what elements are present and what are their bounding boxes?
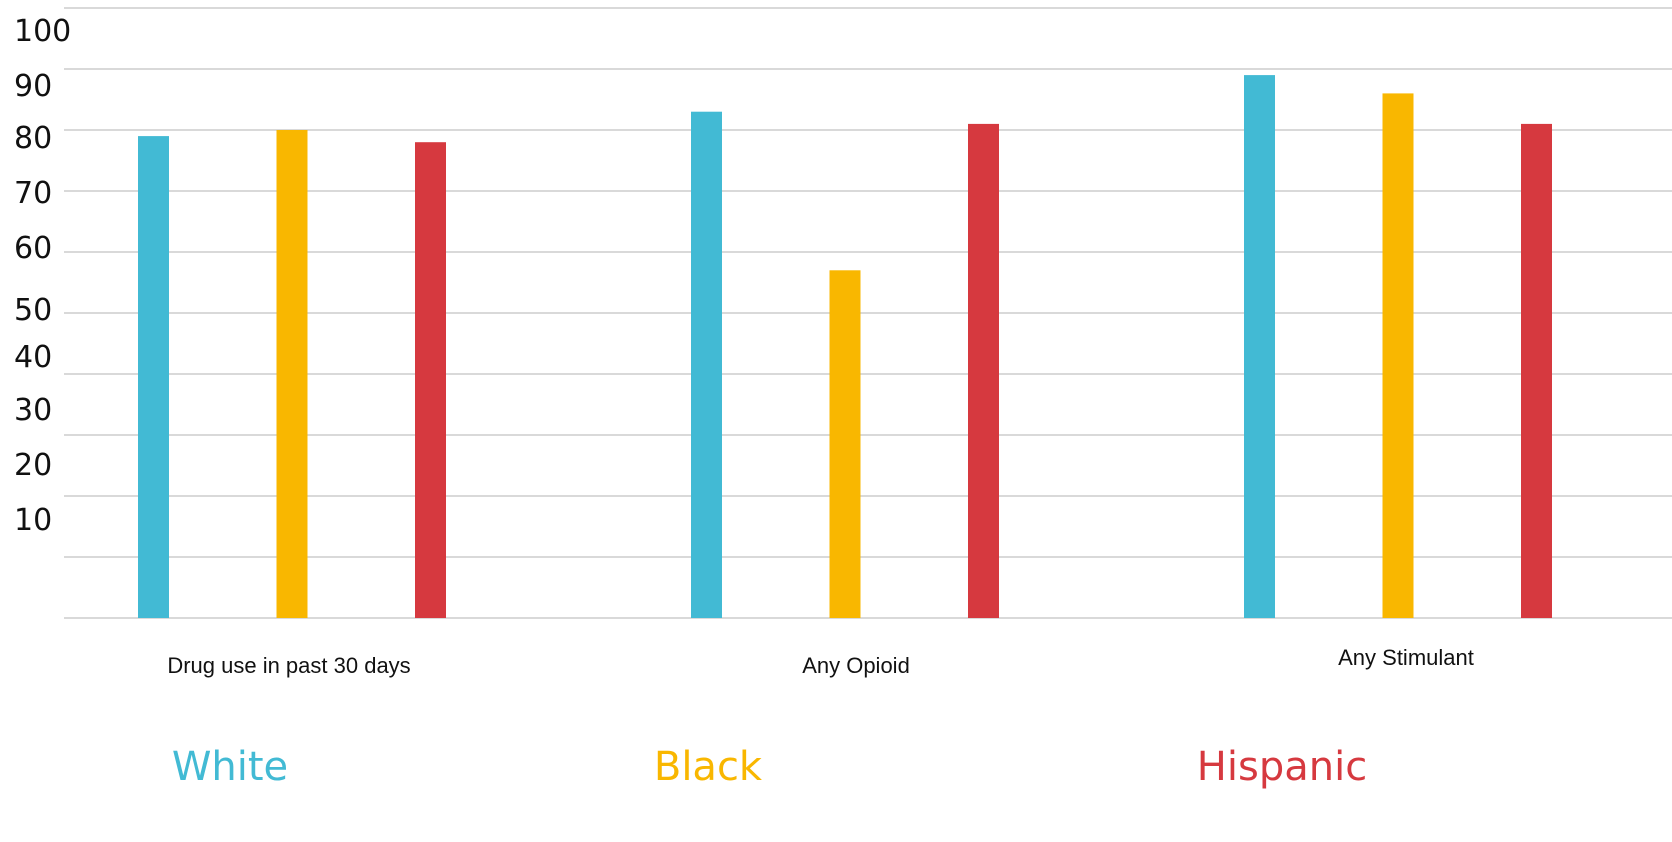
y-tick-label: 10 — [14, 503, 52, 538]
y-tick-label: 40 — [14, 340, 52, 375]
y-tick-label: 80 — [14, 121, 52, 156]
x-axis-ticks: Drug use in past 30 days Any Opioid Any St… — [167, 645, 1474, 678]
y-tick-label: 60 — [14, 231, 52, 266]
bar-black-1 — [276, 130, 308, 618]
x-tick-label: Any Opioid — [802, 653, 910, 678]
legend-item-black: Black — [654, 744, 763, 790]
bar-hispanic-1 — [415, 142, 446, 618]
y-tick-label: 30 — [14, 393, 52, 428]
y-tick-label: 90 — [14, 69, 52, 104]
y-tick-label: 50 — [14, 293, 52, 328]
legend-item-white: White — [172, 744, 288, 790]
y-tick-label: 100 — [14, 14, 71, 49]
bar-white-2 — [691, 111, 722, 618]
bar-white-1 — [138, 136, 169, 618]
y-tick-label: 70 — [14, 176, 52, 211]
legend: White Black Hispanic — [172, 744, 1367, 790]
x-tick-label: Any Stimulant — [1338, 645, 1474, 670]
legend-item-hispanic: Hispanic — [1197, 744, 1367, 790]
y-axis-ticks: 10 20 30 40 50 60 70 80 90 100 — [14, 14, 71, 538]
bar-hispanic-2 — [968, 123, 999, 619]
bars — [138, 75, 1552, 619]
x-tick-label: Drug use in past 30 days — [167, 653, 410, 678]
bar-black-2 — [829, 270, 861, 618]
bar-hispanic-3 — [1521, 123, 1552, 619]
y-tick-label: 20 — [14, 448, 52, 483]
gridlines — [64, 7, 1672, 619]
bar-black-3 — [1382, 93, 1414, 618]
bar-white-3 — [1244, 75, 1275, 619]
